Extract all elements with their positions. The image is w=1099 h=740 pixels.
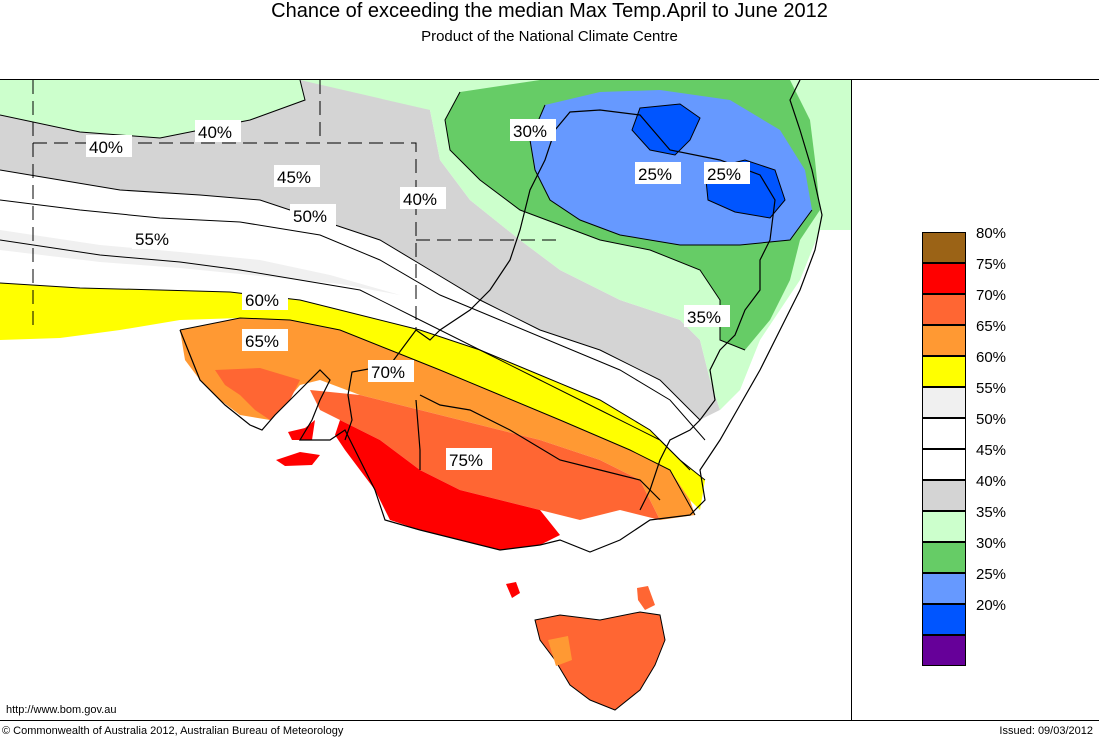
island-kangaroo [276,452,320,466]
zone-45-55-band [0,170,735,470]
issued-date: Issued: 09/03/2012 [999,725,1093,737]
legend-label: 40% [976,473,1007,490]
legend-swatch [922,294,966,325]
legend-label: 55% [976,380,1007,397]
tasmania-65 [548,636,572,666]
legend-swatch [922,263,966,294]
copyright-text: © Commonwealth of Australia 2012, Austra… [2,725,344,737]
legend-swatch [922,604,966,635]
island-flinders [637,586,655,610]
legend-label: 50% [976,411,1007,428]
contour-label: 25% [638,165,672,184]
zone-75-region [335,420,560,550]
legend-label: 70% [976,287,1007,304]
contour-label: 30% [513,122,547,141]
contour-label: 35% [687,308,721,327]
legend-swatch [922,542,966,573]
legend-label: 65% [976,318,1007,335]
coastline [179,80,823,553]
contour-labels: 40% 40% 45% 40% 50% 55% 30% 25% 25% 60% … [86,119,750,470]
legend-swatch [922,387,966,418]
legend-swatch [922,325,966,356]
legend-label: 75% [976,256,1007,273]
zone-60-band [0,283,705,510]
contour-label: 40% [403,190,437,209]
legend-swatch [922,480,966,511]
source-url[interactable]: http://www.bom.gov.au [6,704,117,716]
contour-label: 65% [245,332,279,351]
legend-swatch [922,449,966,480]
zone-40-band [0,80,720,420]
contour-label: 55% [135,230,169,249]
legend-label: 30% [976,535,1007,552]
legend-swatch [922,573,966,604]
legend-label: 60% [976,349,1007,366]
island-yorke [288,420,315,440]
legend-swatch [922,418,966,449]
contour-label: 25% [707,165,741,184]
legend-label: 80% [976,225,1007,242]
legend-swatch [922,635,966,666]
zone-20-a [632,104,700,155]
contour-label: 60% [245,291,279,310]
chart-title: Chance of exceeding the median Max Temp.… [271,0,828,22]
contour-label: 40% [198,123,232,142]
chart-subtitle: Product of the National Climate Centre [421,28,678,45]
state-borders-solid [344,109,776,511]
forecast-map: 40% 40% 45% 40% 50% 55% 30% 25% 25% 60% … [0,80,851,720]
legend-label: 25% [976,566,1007,583]
legend-label: 45% [976,442,1007,459]
legend-swatch [922,356,966,387]
zone-65-band [180,318,695,520]
contour-label: 70% [371,363,405,382]
contour-label: 75% [449,451,483,470]
contour-label: 45% [277,168,311,187]
island-king [506,582,520,598]
zone-70-region [215,368,300,420]
contour-label: 40% [89,138,123,157]
legend-swatch [922,511,966,542]
legend-swatch [922,232,966,263]
state-borders [32,80,560,330]
zone-55-band [0,230,400,295]
map-frame [0,79,1099,721]
legend-label: 20% [976,597,1007,614]
contour-label: 50% [293,207,327,226]
legend-divider [851,80,852,720]
legend-label: 35% [976,504,1007,521]
